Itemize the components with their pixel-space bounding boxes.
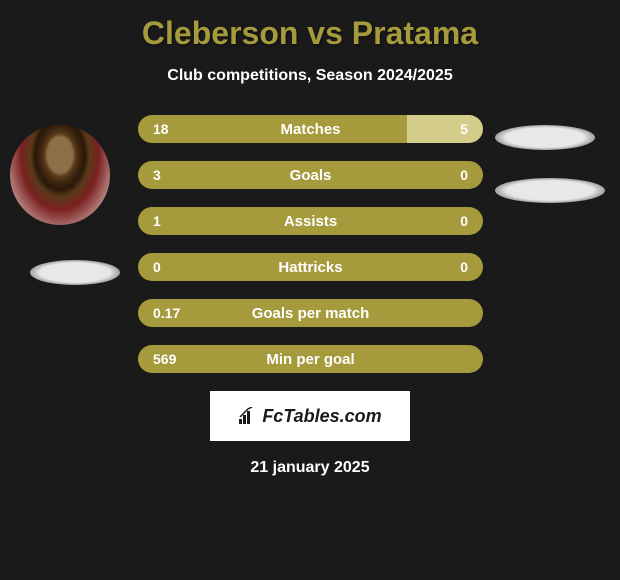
stat-row-matches: 18 Matches 5 (138, 115, 483, 143)
player-left-shadow (30, 260, 120, 285)
player-left-photo (10, 125, 110, 225)
stat-right-value: 5 (460, 121, 468, 137)
stat-right-value: 0 (460, 259, 468, 275)
stat-right-value: 0 (460, 167, 468, 183)
stat-row-goals: 3 Goals 0 (138, 161, 483, 189)
stat-label: Assists (138, 213, 483, 230)
logo-box[interactable]: FcTables.com (210, 391, 410, 441)
stat-label: Min per goal (138, 351, 483, 368)
stats-area: 18 Matches 5 3 Goals 0 1 Assists 0 0 Hat… (138, 115, 483, 373)
date-text: 21 january 2025 (0, 459, 620, 477)
player-right-shadow-2 (495, 178, 605, 203)
page-title: Cleberson vs Pratama (0, 15, 620, 52)
chart-icon (238, 407, 258, 425)
stat-label: Goals (138, 167, 483, 184)
logo-text: FcTables.com (238, 406, 381, 427)
player-right-shadow-1 (495, 125, 595, 150)
subtitle: Club competitions, Season 2024/2025 (0, 67, 620, 85)
logo-label: FcTables.com (262, 406, 381, 427)
stat-row-assists: 1 Assists 0 (138, 207, 483, 235)
stat-row-hattricks: 0 Hattricks 0 (138, 253, 483, 281)
stat-row-mpg: 569 Min per goal (138, 345, 483, 373)
stat-label: Matches (138, 121, 483, 138)
comparison-card: Cleberson vs Pratama Club competitions, … (0, 0, 620, 580)
stat-right-value: 0 (460, 213, 468, 229)
stat-row-gpm: 0.17 Goals per match (138, 299, 483, 327)
stat-label: Goals per match (138, 305, 483, 322)
stat-label: Hattricks (138, 259, 483, 276)
